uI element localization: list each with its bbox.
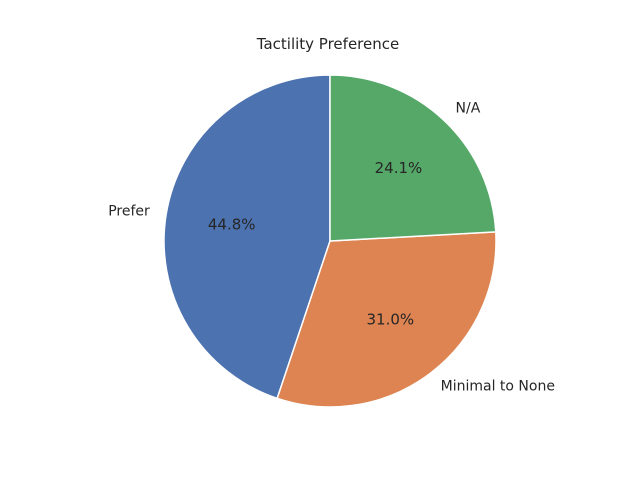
slice-label-prefer: Prefer (108, 204, 150, 220)
slice-label-n-a: N/A (456, 100, 481, 116)
pie-slice-n-a (329, 74, 497, 242)
pie-slice-prefer (163, 74, 331, 400)
slice-percent-prefer: 44.8% (208, 215, 256, 233)
pie-labels: Prefer 44.8% Minimal to None 31.0% N/A 24.1% (108, 100, 555, 394)
pie-slice-minimal-to-none (276, 231, 497, 408)
slice-label-minimal-to-none: Minimal to None (441, 378, 555, 394)
slice-percent-minimal-to-none: 31.0% (367, 311, 415, 329)
chart-title: Tactility Preference (256, 35, 399, 53)
pie-slices (163, 74, 497, 408)
slice-percent-n-a: 24.1% (375, 159, 423, 177)
